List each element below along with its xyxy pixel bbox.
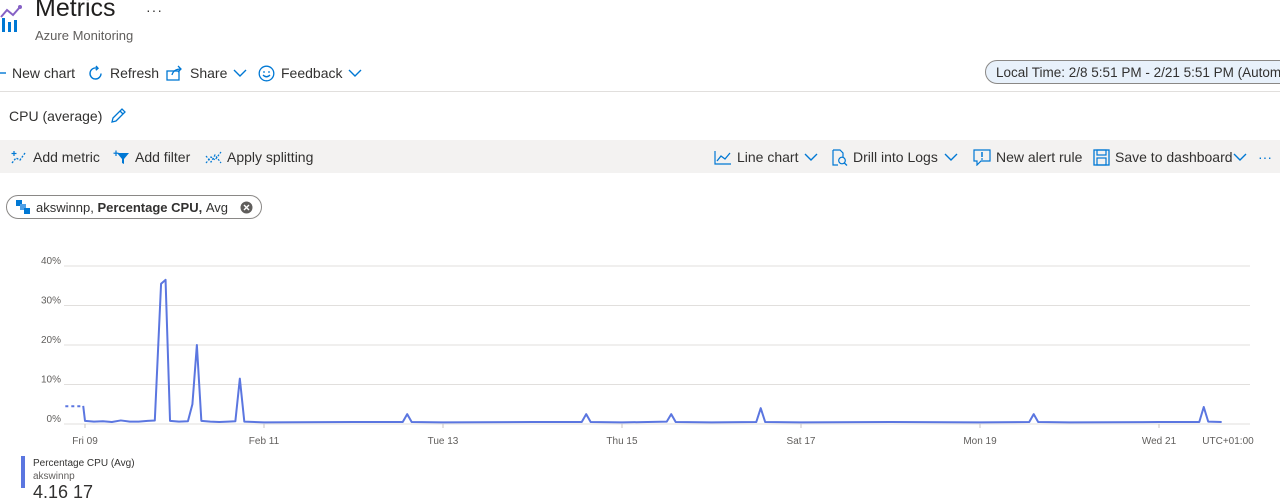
- new-alert-rule-label: New alert rule: [996, 149, 1083, 165]
- x-tick-label: Mon 19: [963, 436, 997, 447]
- x-tick-label: Wed 21: [1142, 436, 1177, 447]
- new-chart-label: New chart: [12, 65, 76, 81]
- feedback-button[interactable]: Feedback: [258, 62, 368, 84]
- y-tick-label: 10%: [41, 375, 61, 386]
- plus-icon: [0, 67, 6, 79]
- metric-pill-resource: akswinnp,: [36, 199, 94, 215]
- y-tick-label: 20%: [41, 335, 61, 346]
- logs-icon: [831, 148, 848, 166]
- series-line-percentage-cpu[interactable]: [82, 278, 1222, 424]
- new-chart-button[interactable]: New chart: [0, 62, 75, 84]
- chevron-down-icon: [233, 69, 247, 77]
- y-tick-label: 40%: [41, 256, 61, 267]
- smiley-icon: [258, 65, 275, 82]
- refresh-label: Refresh: [110, 65, 160, 81]
- save-to-dashboard-dropdown[interactable]: Save to dashboard: [1093, 148, 1252, 166]
- chart-title-label: CPU (average): [9, 108, 103, 124]
- save-to-dashboard-label: Save to dashboard: [1115, 149, 1233, 165]
- metric-pill-metric: Percentage CPU,: [97, 199, 203, 215]
- apply-splitting-button[interactable]: Apply splitting: [205, 148, 313, 166]
- y-tick-label: 30%: [41, 296, 61, 307]
- chevron-down-icon: [804, 153, 818, 161]
- legend-series-name: Percentage CPU (Avg): [33, 458, 135, 469]
- x-tick-label: Fri 09: [72, 436, 98, 447]
- legend-color-swatch: [21, 456, 25, 488]
- drill-into-logs-label: Drill into Logs: [853, 149, 938, 165]
- metric-pill-aggregation: Avg: [205, 199, 228, 215]
- add-filter-label: Add filter: [135, 149, 191, 165]
- chart-title: CPU (average): [9, 107, 127, 125]
- legend-resource-name: akswinnp: [33, 471, 75, 482]
- line-chart-dropdown[interactable]: Line chart: [714, 148, 823, 166]
- add-metric-icon: [11, 150, 28, 165]
- y-tick-label: 0%: [47, 414, 62, 425]
- page-subtitle: Azure Monitoring: [35, 28, 134, 43]
- chevron-down-icon: [1233, 153, 1247, 161]
- x-tick-label: Thu 15: [606, 436, 638, 447]
- add-metric-label: Add metric: [33, 149, 100, 165]
- line-chart[interactable]: 0% 10% 20% 30% 40% Fri 09 Feb 11 Tue 13 Thu 15 Sa…: [0, 250, 1280, 450]
- close-icon[interactable]: [240, 201, 253, 214]
- new-alert-rule-button[interactable]: New alert rule: [973, 148, 1082, 166]
- vm-scale-set-icon: [15, 199, 31, 215]
- x-tick-label: Feb 11: [249, 436, 280, 447]
- metrics-chart-icon: [0, 4, 24, 34]
- divider: [0, 91, 1280, 92]
- x-tick-label: Tue 13: [428, 436, 459, 447]
- alert-icon: [973, 148, 991, 166]
- splitting-icon: [205, 150, 222, 165]
- more-options-button[interactable]: ···: [146, 2, 163, 18]
- line-chart-label: Line chart: [737, 149, 799, 165]
- more-toolbar-button[interactable]: ···: [1258, 149, 1272, 165]
- filter-icon: [113, 150, 130, 165]
- refresh-icon: [87, 65, 104, 82]
- chevron-down-icon: [348, 69, 362, 77]
- share-button[interactable]: Share: [166, 62, 253, 84]
- time-range-picker[interactable]: Local Time: 2/8 5:51 PM - 2/21 5:51 PM (…: [985, 60, 1280, 84]
- timezone-label: UTC+01:00: [1202, 436, 1254, 447]
- page-title: Metrics: [35, 0, 116, 22]
- drill-into-logs-dropdown[interactable]: Drill into Logs: [831, 148, 963, 166]
- feedback-label: Feedback: [281, 65, 343, 81]
- chart-toolbar: [0, 140, 1280, 173]
- share-label: Share: [190, 65, 228, 81]
- metric-pill[interactable]: akswinnp, Percentage CPU, Avg: [6, 195, 262, 219]
- refresh-button[interactable]: Refresh: [87, 62, 159, 84]
- apply-splitting-label: Apply splitting: [227, 149, 314, 165]
- pencil-icon[interactable]: [109, 107, 127, 125]
- add-filter-button[interactable]: Add filter: [113, 148, 190, 166]
- save-icon: [1093, 148, 1110, 166]
- x-tick-label: Sat 17: [787, 436, 816, 447]
- line-chart-icon: [714, 150, 732, 165]
- share-icon: [166, 65, 184, 81]
- chevron-down-icon: [944, 153, 958, 161]
- add-metric-button[interactable]: Add metric: [11, 148, 100, 166]
- legend-value: 4.16 17: [33, 482, 94, 502]
